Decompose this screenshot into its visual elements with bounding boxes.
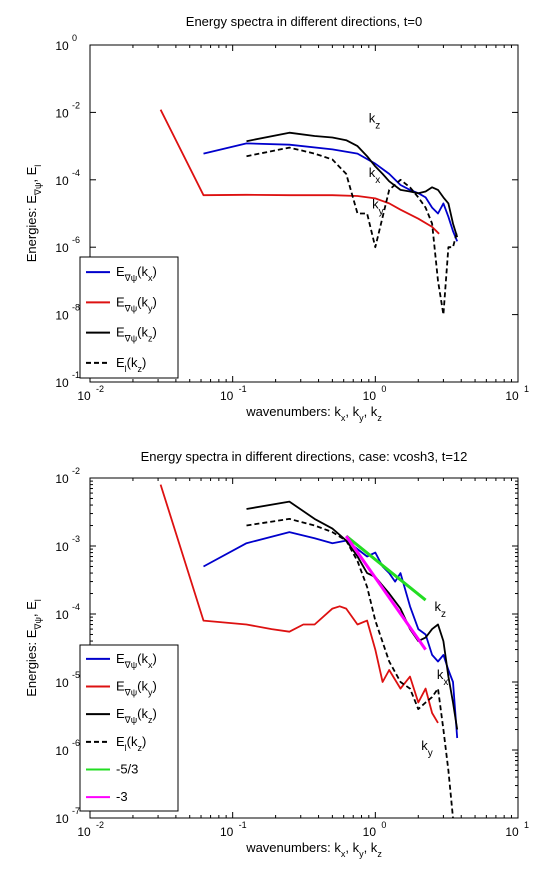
legend-label: El(kz) <box>116 355 146 374</box>
y-tick-exponent: -6 <box>72 738 80 748</box>
series-line-2 <box>246 500 459 730</box>
series-group <box>159 484 459 818</box>
x-tick-label: 10 <box>363 825 377 839</box>
legend-label: E∇ψ(ky) <box>116 679 157 698</box>
x-tick-label: 10 <box>363 389 377 403</box>
y-axis-label: Energies: E∇ψ, El <box>24 165 43 263</box>
series-line-3 <box>246 518 455 818</box>
y-tick-label: 10 <box>55 472 69 486</box>
chart-title: Energy spectra in different directions, … <box>186 14 422 29</box>
chart-title: Energy spectra in different directions, … <box>141 449 468 464</box>
x-tick-label: 10 <box>77 389 91 403</box>
x-axis-label: wavenumbers: kx, ky, kz <box>245 404 382 423</box>
x-tick-label: 10 <box>505 825 519 839</box>
legend-box <box>79 256 179 379</box>
series-line-3 <box>246 146 459 316</box>
series-group <box>159 109 459 316</box>
y-tick-exponent: -2 <box>72 100 80 110</box>
plot-frame <box>89 44 519 383</box>
y-tick-exponent: -6 <box>72 235 80 245</box>
y-tick-label: 10 <box>55 540 69 554</box>
legend-label: E∇ψ(kx) <box>116 264 157 283</box>
y-tick-exponent: -5 <box>72 670 80 680</box>
y-tick-exponent: -3 <box>72 534 80 544</box>
y-tick-label: 10 <box>55 39 69 53</box>
annotation: kz <box>435 599 447 620</box>
y-tick-label: 10 <box>55 309 69 323</box>
x-tick-exponent: -2 <box>96 820 104 830</box>
y-tick-exponent: -8 <box>72 303 80 313</box>
legend-label: E∇ψ(kz) <box>116 325 157 344</box>
x-tick-exponent: 0 <box>381 820 386 830</box>
series-line-1 <box>159 484 439 724</box>
y-tick-label: 10 <box>55 812 69 826</box>
legend-label: E∇ψ(ky) <box>116 294 157 313</box>
legend-box <box>79 644 179 812</box>
series-line-4 <box>345 534 427 602</box>
x-tick-label: 10 <box>77 825 91 839</box>
series-line-1 <box>159 109 440 235</box>
y-tick-label: 10 <box>55 744 69 758</box>
x-tick-exponent: -2 <box>96 384 104 394</box>
y-tick-exponent: -4 <box>72 168 80 178</box>
y-axis-label: Energies: E∇ψ, El <box>24 599 43 697</box>
y-tick-exponent: 0 <box>72 33 77 43</box>
x-tick-exponent: -1 <box>239 384 247 394</box>
legend-label: -3 <box>116 789 128 804</box>
annotation: ky <box>421 738 433 759</box>
x-tick-exponent: 1 <box>524 384 529 394</box>
series-line-5 <box>344 535 427 651</box>
series-line-0 <box>203 531 459 739</box>
annotation: kz <box>369 111 381 132</box>
x-tick-label: 10 <box>505 389 519 403</box>
y-tick-label: 10 <box>55 676 69 690</box>
x-tick-exponent: 0 <box>381 384 386 394</box>
series-line-0 <box>203 142 459 242</box>
annotation: kx <box>369 165 381 186</box>
annotation: kx <box>437 667 449 688</box>
legend-label: E∇ψ(kz) <box>116 706 157 725</box>
x-tick-label: 10 <box>220 825 234 839</box>
x-tick-exponent: -1 <box>239 820 247 830</box>
y-tick-exponent: -2 <box>72 466 80 476</box>
y-tick-exponent: -4 <box>72 602 80 612</box>
legend: E∇ψ(kx) E∇ψ(ky) E∇ψ(kz) El(kz) <box>79 256 179 379</box>
series-line-2 <box>246 131 459 238</box>
annotation: ky <box>372 197 384 218</box>
y-tick-label: 10 <box>55 376 69 390</box>
x-tick-exponent: 1 <box>524 820 529 830</box>
y-tick-label: 10 <box>55 608 69 622</box>
y-tick-label: 10 <box>55 241 69 255</box>
y-tick-label: 10 <box>55 174 69 188</box>
y-tick-exponent: -10 <box>72 370 85 380</box>
top-chart: Energy spectra in different directions, … <box>24 14 529 423</box>
legend-label: -5/3 <box>116 762 138 777</box>
legend: E∇ψ(kx) E∇ψ(ky) E∇ψ(kz) El(kz) -5/3 -3 <box>79 644 179 812</box>
legend-label: El(kz) <box>116 734 146 753</box>
bottom-chart: Energy spectra in different directions, … <box>24 449 529 859</box>
x-axis-label: wavenumbers: kx, ky, kz <box>245 840 382 859</box>
y-tick-label: 10 <box>55 106 69 120</box>
legend-label: E∇ψ(kx) <box>116 651 157 670</box>
y-tick-exponent: -7 <box>72 806 80 816</box>
x-tick-label: 10 <box>220 389 234 403</box>
